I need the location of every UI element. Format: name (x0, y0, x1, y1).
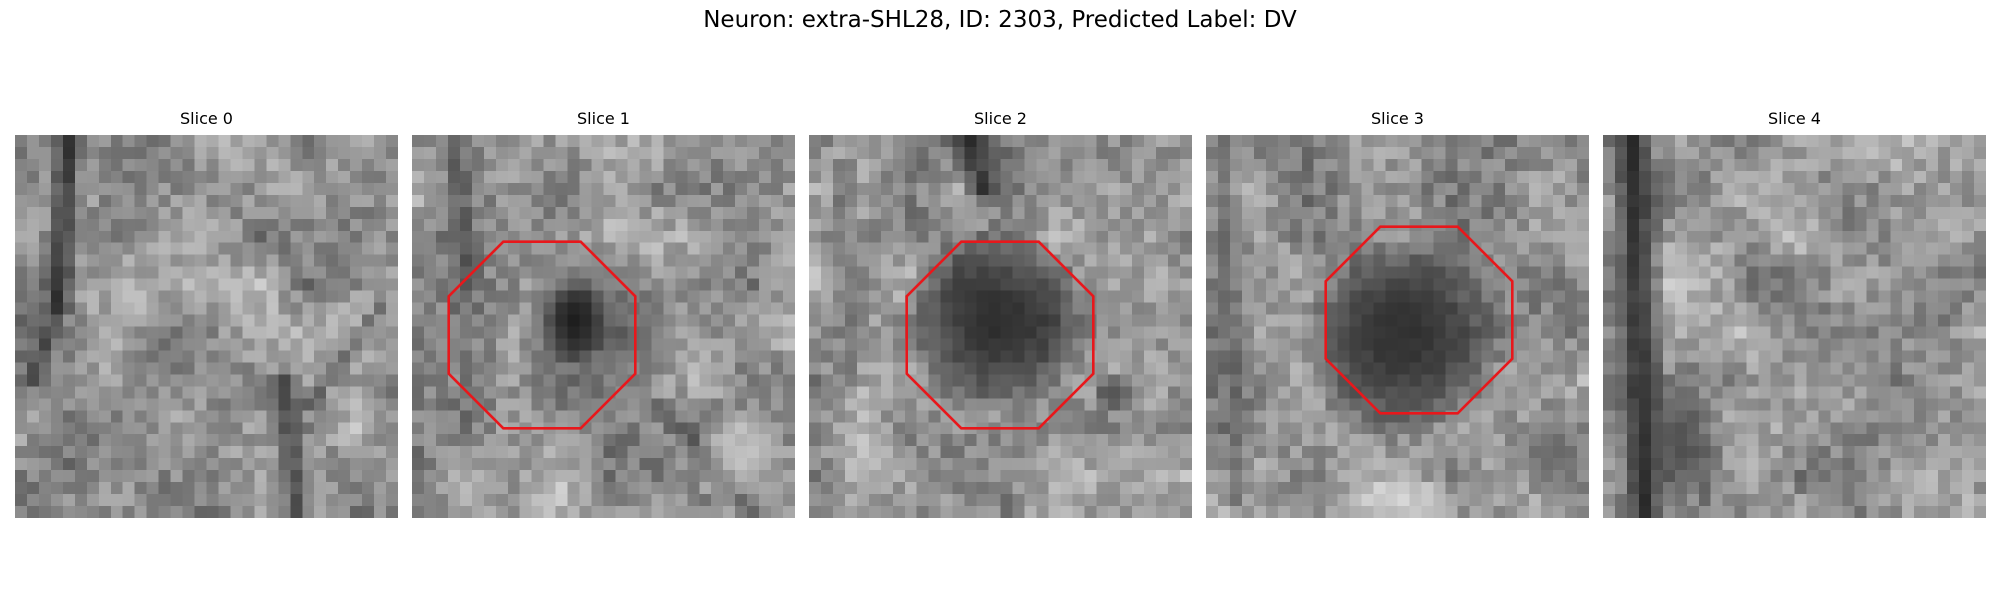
slice-4-title: Slice 4 (1768, 109, 1821, 128)
slice-3-title: Slice 3 (1371, 109, 1424, 128)
slice-0-title: Slice 0 (180, 109, 233, 128)
figure-title: Neuron: extra-SHL28, ID: 2303, Predicted… (703, 7, 1297, 33)
slice-4-image (1603, 135, 1986, 518)
slice-1-roi-octagon (447, 240, 637, 430)
slice-3-roi-octagon (1324, 225, 1514, 415)
slice-2-title: Slice 2 (974, 109, 1027, 128)
slice-3-image (1206, 135, 1589, 518)
slice-1-image (412, 135, 795, 518)
slice-2-image (809, 135, 1192, 518)
slice-2-roi-octagon (905, 240, 1095, 430)
slice-1-title: Slice 1 (577, 109, 630, 128)
slice-0-image (15, 135, 398, 518)
